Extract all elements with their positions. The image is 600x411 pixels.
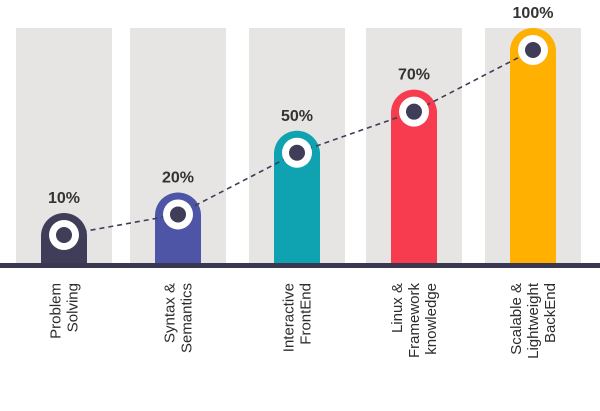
bar-4 xyxy=(391,89,437,266)
bar-3 xyxy=(274,130,320,265)
marker-dot-4 xyxy=(406,103,422,120)
category-label-4-line-1: Linux & xyxy=(389,283,406,333)
category-label-4-line-2: Framework xyxy=(406,283,423,359)
category-label-2-line-2: Semantics xyxy=(179,283,196,353)
value-label-3: 50% xyxy=(281,108,313,125)
category-label-2-line-1: Syntax & xyxy=(162,283,179,343)
value-label-2: 20% xyxy=(162,169,194,186)
bar-5 xyxy=(510,28,556,265)
value-label-1: 10% xyxy=(48,190,80,207)
category-label-5-line-2: Lightweight xyxy=(525,282,542,359)
category-label-1-line-1: Problem xyxy=(48,283,65,339)
marker-dot-2 xyxy=(170,206,186,223)
marker-dot-5 xyxy=(525,42,541,58)
marker-dot-3 xyxy=(289,144,305,161)
trend-line xyxy=(63,49,534,236)
category-label-3-line-2: FrontEnd xyxy=(298,283,315,345)
x-axis-baseline xyxy=(0,263,600,268)
category-label-5-line-3: BackEnd xyxy=(542,283,559,343)
category-label-3-line-1: Interactive xyxy=(281,283,298,352)
category-label-4-line-3: knowledge xyxy=(423,283,440,355)
value-label-5: 100% xyxy=(513,5,554,22)
marker-dot-1 xyxy=(56,227,72,243)
category-label-5-line-1: Scalable & xyxy=(508,283,525,355)
value-label-4: 70% xyxy=(398,67,430,84)
category-label-1-line-2: Solving xyxy=(65,283,82,332)
